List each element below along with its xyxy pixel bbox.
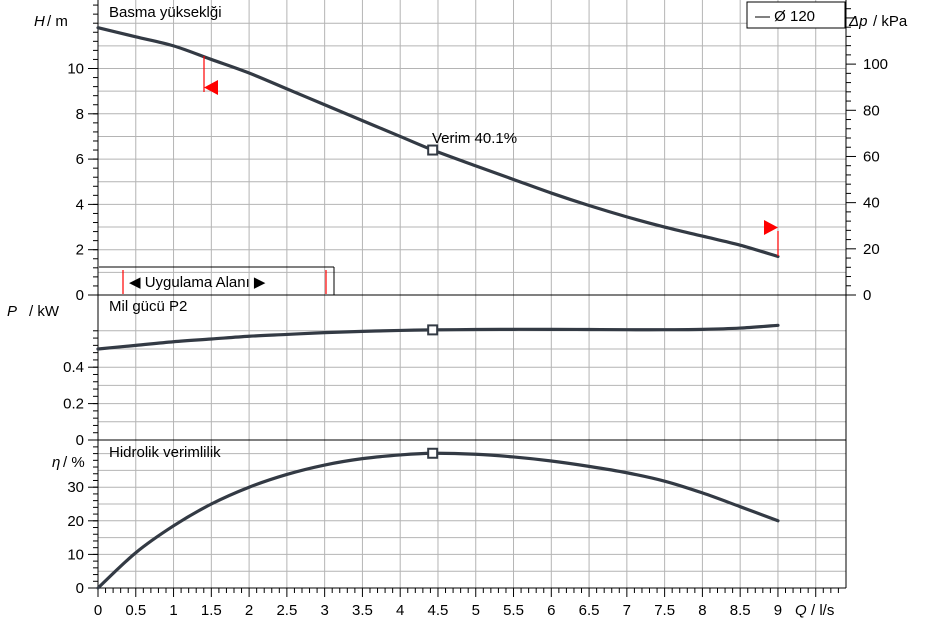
max-flow-arrow [764, 220, 778, 235]
pressure-y-tick-label: 60 [863, 148, 880, 165]
efficiency-panel-title: Hidrolik verimlilik [109, 444, 221, 461]
head-y-axis-symbol: H [34, 13, 45, 30]
head-y-tick-label: 0 [76, 287, 84, 304]
x-tick-label: 8 [698, 602, 706, 619]
x-tick-label: 1 [169, 602, 177, 619]
operating-point-label: Verim 40.1% [432, 130, 517, 147]
x-tick-label: 4 [396, 602, 404, 619]
head-panel-title: Basma yükseklği [109, 4, 222, 21]
pressure-y-axis-unit: / kPa [873, 13, 908, 30]
x-tick-label: 0.5 [125, 602, 146, 619]
application-range-label: ◀ Uygulama Alanı ▶ [129, 274, 266, 291]
x-tick-label: 7 [623, 602, 631, 619]
x-tick-label: 0 [94, 602, 102, 619]
x-tick-label: 5.5 [503, 602, 524, 619]
head-y-tick-label: 8 [76, 106, 84, 123]
application-range-marker: ◀ Uygulama Alanı ▶ [99, 56, 779, 295]
legend-box [746, 1, 846, 29]
power-panel-title: Mil gücü P2 [109, 298, 187, 315]
grid-layer [98, 0, 846, 588]
x-tick-label: 9 [774, 602, 782, 619]
pressure-y-axis-symbol: Δp [848, 13, 867, 30]
efficiency-y-tick-label: 0 [76, 580, 84, 597]
head-y-tick-label: 10 [67, 61, 84, 78]
efficiency-y-tick-label: 20 [67, 513, 84, 530]
x-tick-label: 1.5 [201, 602, 222, 619]
pressure-y-tick-label: 0 [863, 287, 871, 304]
head-operating-point-marker [427, 144, 439, 156]
head-y-axis-unit: / m [47, 13, 68, 30]
head-y-tick-label: 6 [76, 151, 84, 168]
power-y-axis-unit: / kW [29, 303, 60, 320]
power-y-tick-label: 0.2 [63, 396, 84, 413]
x-tick-label: 2.5 [276, 602, 297, 619]
x-tick-label: 8.5 [730, 602, 751, 619]
efficiency-y-tick-label: 30 [67, 479, 84, 496]
pressure-y-tick-label: 100 [863, 56, 888, 73]
head-y-tick-label: 2 [76, 242, 84, 259]
head-y-tick-label: 4 [76, 196, 84, 213]
x-tick-label: 2 [245, 602, 253, 619]
axis-layer [88, 0, 856, 597]
x-tick-label: 6 [547, 602, 555, 619]
efficiency-y-axis-unit: / % [63, 454, 85, 471]
power-operating-point-marker [427, 324, 439, 336]
efficiency-y-tick-label: 10 [67, 546, 84, 563]
x-tick-label: 3.5 [352, 602, 373, 619]
x-tick-label: 7.5 [654, 602, 675, 619]
x-axis-unit: / l/s [811, 602, 834, 619]
pressure-y-tick-label: 40 [863, 195, 880, 212]
power-y-axis-symbol: P [7, 303, 17, 320]
efficiency-operating-point-marker [427, 447, 439, 459]
power-y-tick-label: 0 [76, 432, 84, 449]
marker-layer [427, 144, 439, 459]
x-tick-label: 5 [472, 602, 480, 619]
efficiency-y-axis-symbol: η [52, 454, 60, 471]
pressure-y-tick-label: 20 [863, 241, 880, 258]
x-tick-label: 6.5 [579, 602, 600, 619]
x-tick-label: 3 [320, 602, 328, 619]
legend-entry: — Ø 120 [755, 8, 815, 25]
x-axis-symbol: Q [795, 602, 807, 619]
pressure-y-tick-label: 80 [863, 102, 880, 119]
min-flow-arrow [204, 80, 218, 95]
power-y-tick-label: 0.4 [63, 359, 84, 376]
x-tick-label: 4.5 [428, 602, 449, 619]
